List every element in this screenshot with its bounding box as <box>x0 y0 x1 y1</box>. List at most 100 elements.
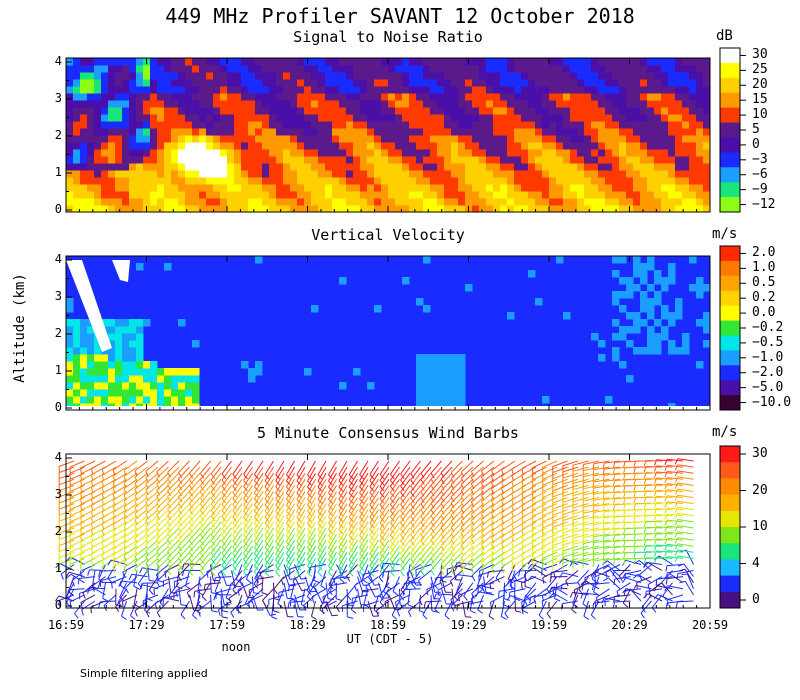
wind-barb-flag <box>199 527 205 534</box>
snr-cell <box>325 58 333 66</box>
snr-cell <box>416 198 424 206</box>
wind-barb-flag <box>167 472 172 478</box>
snr-cell <box>199 156 207 164</box>
snr-cell <box>409 135 417 143</box>
wind-barb-flag <box>125 587 129 594</box>
wind-barb-flag <box>307 517 313 523</box>
wind-barb-flag <box>317 529 323 535</box>
wind-barb-flag <box>338 529 344 535</box>
wind-barb <box>317 515 327 530</box>
snr-cell <box>507 128 515 136</box>
snr-cell <box>640 58 648 66</box>
wind-barb <box>285 558 295 573</box>
wind-barb-flag <box>112 506 116 513</box>
snr-cell <box>101 65 109 73</box>
wind-barb-flag <box>395 601 398 608</box>
snr-cell <box>528 65 536 73</box>
vv-cell <box>80 368 88 376</box>
snr-cell <box>374 114 382 122</box>
snr-cell <box>66 107 74 115</box>
wind-barb <box>604 533 621 537</box>
snr-cell <box>192 114 200 122</box>
wind-barb-flag <box>167 551 172 557</box>
snr-cell <box>640 170 648 178</box>
snr-cell <box>192 58 200 66</box>
snr-cell <box>101 205 109 213</box>
snr-cell <box>227 65 235 73</box>
snr-cell <box>220 114 228 122</box>
figure-title: 449 MHz Profiler SAVANT 12 October 2018 <box>165 4 635 28</box>
snr-cell <box>178 72 186 80</box>
snr-cell <box>444 135 452 143</box>
vv-cell <box>143 396 151 404</box>
vv-cell <box>178 382 186 390</box>
wind-barb <box>112 484 127 495</box>
snr-cell <box>227 135 235 143</box>
wind-barb-flag <box>199 540 205 546</box>
snr-cell <box>199 142 207 150</box>
snr-cell <box>402 79 410 87</box>
wind-barb-flag <box>491 506 495 513</box>
wind-barb-flag <box>178 515 183 521</box>
snr-cell <box>451 191 459 199</box>
wind-barb-flag <box>583 615 590 620</box>
snr-cell <box>248 100 256 108</box>
snr-cell <box>619 114 627 122</box>
vv-cell <box>115 389 123 397</box>
snr-cell <box>696 72 704 80</box>
wind-barb <box>583 551 600 557</box>
wind-barb-flag <box>69 485 71 492</box>
snr-cell <box>591 191 599 199</box>
snr-cell <box>598 93 606 101</box>
wind-barb-flag <box>228 598 232 605</box>
wind-barb-flag <box>148 589 154 595</box>
snr-cell <box>304 86 312 94</box>
snr-cell <box>220 184 228 192</box>
snr-cell <box>94 121 102 129</box>
wind-barb <box>571 594 579 610</box>
wind-barb <box>614 600 631 603</box>
snr-cell <box>423 65 431 73</box>
snr-cell <box>227 163 235 171</box>
wind-barb <box>123 551 138 563</box>
snr-cell <box>318 121 326 129</box>
snr-cell <box>661 65 669 73</box>
snr-cell <box>283 93 291 101</box>
snr-cell <box>178 114 186 122</box>
snr-cell <box>465 135 473 143</box>
wind-barb-flag <box>379 553 385 559</box>
wind-barb <box>199 472 211 486</box>
snr-cell <box>521 135 529 143</box>
wind-barb-flag <box>478 570 481 577</box>
wind-barb-flag <box>460 562 465 569</box>
snr-cell <box>647 100 655 108</box>
snr-cell <box>500 93 508 101</box>
wind-barb-flag <box>531 565 534 572</box>
snr-cell <box>703 114 711 122</box>
wind-barb <box>440 466 453 480</box>
wind-barb <box>440 503 453 516</box>
snr-cell <box>465 156 473 164</box>
snr-cell <box>353 79 361 87</box>
wind-barb <box>177 564 190 577</box>
wind-barb-flag <box>222 616 229 619</box>
wind-barb-flag <box>460 556 465 563</box>
wind-barb-flag <box>221 516 227 522</box>
snr-cell <box>101 198 109 206</box>
wind-barb <box>69 521 85 529</box>
snr-cell <box>668 58 676 66</box>
snr-cell <box>430 65 438 73</box>
wind-barb-flag <box>400 491 405 498</box>
wind-barb-flag <box>359 522 365 529</box>
wind-barb <box>275 558 285 573</box>
snr-cell <box>374 170 382 178</box>
wind-barb <box>338 545 348 561</box>
wind-barb <box>348 558 358 573</box>
wind-barb <box>439 570 453 582</box>
vv-cell <box>640 291 648 299</box>
wind-barb <box>232 497 243 511</box>
wind-barb-flag <box>405 583 408 590</box>
wind-barb-flag <box>243 480 248 486</box>
snr-cell <box>626 72 634 80</box>
wind-barb <box>531 563 547 571</box>
